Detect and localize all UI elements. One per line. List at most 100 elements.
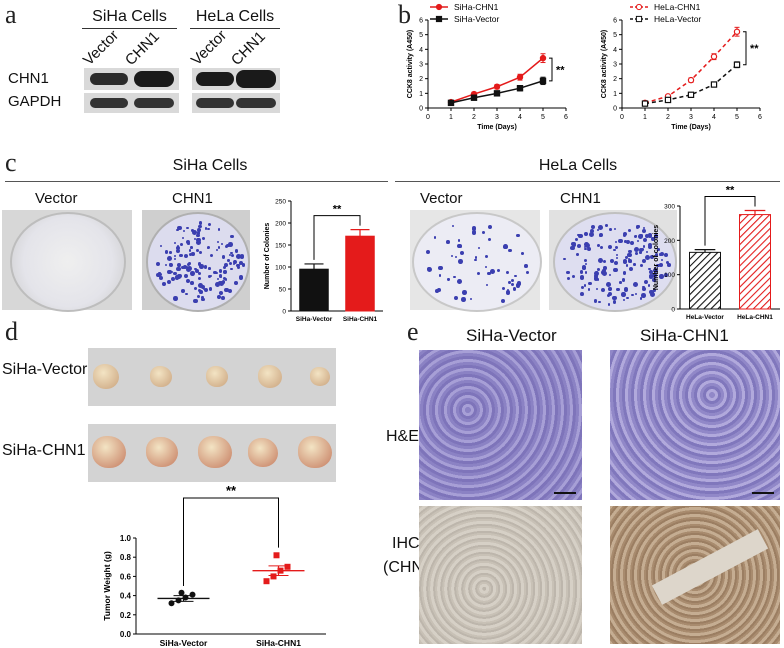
y-tick-label: 0.2 bbox=[120, 611, 132, 620]
colony-dot bbox=[236, 263, 240, 268]
colony-dot bbox=[571, 241, 576, 247]
colony-dot bbox=[207, 267, 211, 271]
colony-dot bbox=[222, 277, 226, 281]
legend-label: SiHa-CHN1 bbox=[454, 2, 499, 12]
tumor-photo-vector bbox=[88, 348, 336, 406]
colony-dot bbox=[605, 223, 609, 227]
colony-dot bbox=[638, 248, 643, 253]
colony-dot bbox=[660, 259, 663, 262]
colony-dot bbox=[578, 233, 583, 239]
colony-dot bbox=[585, 243, 591, 249]
colony-dot bbox=[635, 251, 638, 255]
colony-dot bbox=[194, 238, 197, 241]
colony-dot bbox=[596, 243, 600, 247]
colony-dot bbox=[457, 243, 462, 249]
colony-dot bbox=[196, 248, 200, 252]
data-point bbox=[539, 54, 547, 62]
he-image-chn1 bbox=[610, 350, 780, 500]
y-tick-label: 50 bbox=[279, 287, 287, 294]
colony-dot bbox=[186, 262, 190, 266]
tumor bbox=[146, 437, 178, 468]
colony-dot bbox=[596, 288, 599, 291]
colony-dot bbox=[164, 250, 168, 254]
plate-label-vector-siha: Vector bbox=[35, 190, 78, 207]
colony-dot bbox=[198, 251, 202, 255]
colony-dot bbox=[238, 274, 244, 280]
colony-dot bbox=[217, 280, 223, 285]
colony-dot bbox=[619, 281, 622, 284]
colony-dot bbox=[510, 282, 515, 287]
scale-bar bbox=[752, 492, 774, 494]
colony-dot bbox=[516, 281, 521, 286]
colony-dot bbox=[193, 286, 197, 290]
colony-plate-vector-hela bbox=[412, 212, 542, 312]
y-tick-label: 100 bbox=[275, 265, 286, 272]
colony-dot bbox=[607, 291, 613, 297]
colony-dot bbox=[576, 243, 582, 249]
colony-dot bbox=[169, 251, 172, 254]
x-tick-label: 6 bbox=[758, 114, 762, 121]
colony-dot bbox=[194, 268, 197, 271]
colony-dot bbox=[642, 244, 646, 248]
ihc-image-chn1 bbox=[610, 506, 780, 644]
data-point bbox=[733, 28, 741, 35]
colony-dot bbox=[457, 239, 461, 242]
tumor bbox=[150, 366, 172, 387]
colony-dot bbox=[469, 297, 472, 300]
colony-dot bbox=[203, 287, 209, 292]
colony-dot bbox=[603, 266, 607, 270]
significance-bracket bbox=[549, 57, 553, 82]
colony-dot bbox=[224, 287, 229, 293]
colony-dot bbox=[230, 235, 234, 239]
x-tick-label: 5 bbox=[541, 114, 545, 121]
x-tick-label: 0 bbox=[426, 114, 430, 121]
colony-dot bbox=[478, 246, 481, 250]
colony-dot bbox=[195, 268, 200, 273]
colony-dot bbox=[484, 255, 488, 259]
data-point bbox=[516, 84, 524, 92]
col-label-siha-chn1: SiHa-CHN1 bbox=[640, 326, 729, 345]
colony-dot bbox=[612, 267, 618, 273]
colony-dot bbox=[198, 276, 202, 280]
colony-dot bbox=[177, 274, 182, 279]
colony-dot bbox=[647, 233, 652, 238]
colony-dot bbox=[173, 254, 177, 258]
colony-dot bbox=[594, 274, 598, 278]
colony-dot bbox=[641, 293, 646, 298]
colony-dot bbox=[184, 254, 189, 259]
bar bbox=[299, 268, 329, 312]
colony-dot bbox=[179, 253, 184, 258]
colony-dot bbox=[206, 246, 210, 250]
colony-dot bbox=[238, 260, 243, 265]
colony-dot bbox=[239, 253, 245, 259]
panel-letter-c: c bbox=[5, 148, 17, 177]
colony-dot bbox=[650, 254, 655, 260]
x-tick-label: 6 bbox=[564, 114, 568, 121]
colony-dot bbox=[173, 257, 176, 260]
colony-dot bbox=[451, 254, 454, 257]
colony-dot bbox=[460, 297, 466, 302]
colony-dot bbox=[224, 263, 229, 267]
colony-dot bbox=[185, 239, 190, 244]
chart-colonies-siha: 0 50 100 150 200 250 Number of Colonies SiHa-Ve… bbox=[264, 199, 383, 323]
colony-dot bbox=[644, 233, 649, 238]
colony-dot bbox=[177, 245, 180, 248]
colony-dot bbox=[516, 233, 520, 238]
colony-dot bbox=[574, 237, 579, 242]
colony-dot bbox=[176, 228, 179, 232]
colony-dot bbox=[171, 277, 176, 282]
colony-dot bbox=[510, 279, 514, 283]
band bbox=[134, 71, 174, 87]
x-category-label: SiHa-CHN1 bbox=[256, 638, 301, 648]
colony-dot bbox=[453, 295, 459, 301]
colony-dot bbox=[614, 227, 617, 230]
y-tick-label: 5 bbox=[613, 32, 617, 39]
y-tick-label: 0 bbox=[613, 106, 617, 113]
x-category-label: SiHa-Vector bbox=[160, 638, 208, 648]
colony-dot bbox=[196, 240, 202, 246]
colony-dot bbox=[232, 262, 235, 266]
colony-dot bbox=[230, 251, 233, 255]
x-tick-label: 2 bbox=[472, 114, 476, 121]
y-tick-label: 1 bbox=[419, 91, 423, 98]
data-point bbox=[284, 563, 291, 570]
